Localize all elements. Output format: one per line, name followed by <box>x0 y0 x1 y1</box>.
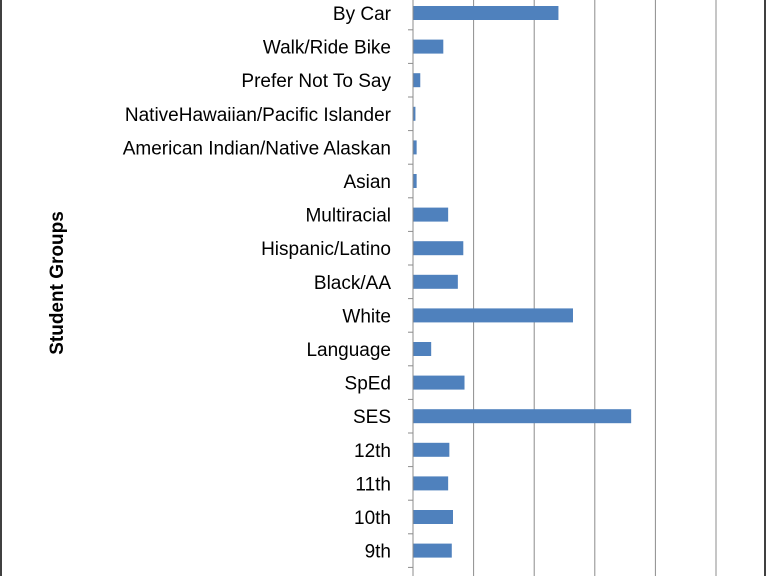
bar-15 <box>413 510 453 524</box>
category-label-6: Multiracial <box>305 206 391 227</box>
category-label-4: American Indian/Native Alaskan <box>123 138 391 159</box>
bar-11 <box>413 375 465 390</box>
bar-8 <box>413 274 458 289</box>
category-label-0: By Car <box>333 4 392 25</box>
bar-9 <box>413 308 573 323</box>
category-label-1: Walk/Ride Bike <box>263 38 391 59</box>
bar-0 <box>413 6 559 20</box>
category-label-16: 9th <box>365 542 391 563</box>
gridlines <box>473 0 717 576</box>
bar-16 <box>413 543 452 558</box>
bar-13 <box>413 442 450 457</box>
bar-14 <box>413 476 449 491</box>
category-axis <box>408 0 414 576</box>
bar-3 <box>413 106 416 121</box>
category-labels: By Car Walk/Ride Bike Prefer Not To Say Nat… <box>123 4 392 563</box>
category-label-7: Hispanic/Latino <box>261 239 391 260</box>
category-label-5: Asian <box>343 172 391 193</box>
category-label-14: 11th <box>355 474 391 495</box>
y-axis-title: Student Groups <box>47 211 68 355</box>
category-label-15: 10th <box>354 508 391 529</box>
bar-5 <box>413 174 417 188</box>
category-label-2: Prefer Not To Say <box>241 71 391 92</box>
category-label-9: White <box>342 306 391 327</box>
bars <box>413 6 632 558</box>
category-label-12: SES <box>353 407 391 428</box>
category-label-11: SpEd <box>345 374 391 395</box>
bar-4 <box>413 140 417 155</box>
category-label-8: Black/AA <box>314 273 391 294</box>
bar-6 <box>413 207 449 222</box>
category-label-10: Language <box>306 340 391 361</box>
bar-10 <box>413 342 432 356</box>
category-label-3: NativeHawaiian/Pacific Islander <box>125 105 392 126</box>
bar-2 <box>413 73 421 88</box>
bar-7 <box>413 241 464 256</box>
category-label-13: 12th <box>354 441 391 462</box>
bar-12 <box>413 409 632 424</box>
bar-1 <box>413 39 444 54</box>
